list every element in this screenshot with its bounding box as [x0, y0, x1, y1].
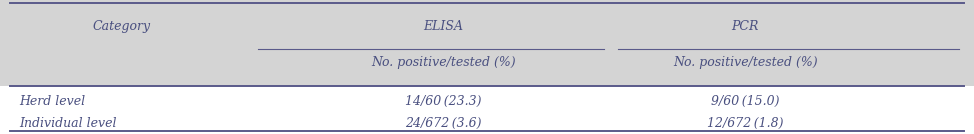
Text: No. positive/tested (%): No. positive/tested (%) [673, 56, 817, 69]
Text: PCR: PCR [731, 20, 759, 33]
Text: 12/672 (1.8): 12/672 (1.8) [707, 117, 783, 131]
Text: Herd level: Herd level [19, 95, 86, 108]
Text: Individual level: Individual level [19, 117, 117, 131]
Text: 14/60 (23.3): 14/60 (23.3) [405, 95, 481, 108]
Text: 9/60 (15.0): 9/60 (15.0) [711, 95, 779, 108]
Text: No. positive/tested (%): No. positive/tested (%) [371, 56, 515, 69]
Text: 24/672 (3.6): 24/672 (3.6) [405, 117, 481, 131]
Text: Category: Category [93, 20, 151, 33]
Text: ELISA: ELISA [423, 20, 464, 33]
Bar [0, 86, 974, 134]
